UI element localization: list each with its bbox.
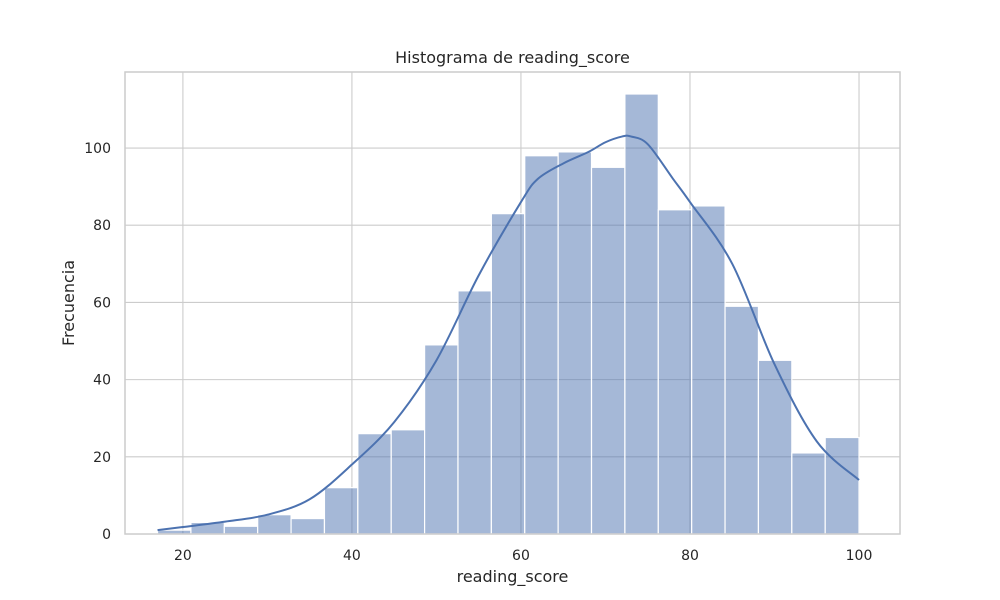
histogram-bar <box>724 305 760 535</box>
histogram-bar <box>624 93 659 535</box>
y-tick-label: 20 <box>93 450 111 466</box>
kde-curve <box>157 134 860 532</box>
histogram-bar <box>424 344 459 535</box>
histogram-bar <box>457 290 492 535</box>
x-tick-label: 20 <box>174 548 192 564</box>
plot-frame <box>124 71 901 535</box>
histogram-bar <box>490 213 526 535</box>
histogram-bar <box>824 436 860 535</box>
y-tick-label: 80 <box>93 218 111 234</box>
histogram-bar <box>357 433 392 535</box>
y-axis-label: Frecuencia <box>59 260 78 346</box>
y-tick-label: 100 <box>84 141 111 157</box>
y-tick-label: 40 <box>93 373 111 389</box>
x-axis-label: reading_score <box>457 567 569 587</box>
ticks-layer: 20 40 60 80 100 0 20 40 60 80 100 <box>84 141 872 564</box>
histogram-bar <box>524 155 559 535</box>
histogram-bar <box>757 359 793 535</box>
x-tick-label: 40 <box>343 548 361 564</box>
histogram-bar <box>390 429 426 535</box>
y-tick-label: 60 <box>93 295 111 311</box>
y-tick-label: 0 <box>102 527 111 543</box>
x-tick-label: 60 <box>512 548 530 564</box>
x-tick-label: 80 <box>681 548 699 564</box>
histogram-bar <box>223 525 259 535</box>
histogram-bar <box>691 205 726 535</box>
histogram-bar <box>557 151 593 535</box>
histogram-bar <box>657 209 693 535</box>
bars-layer <box>156 93 860 535</box>
histogram-bar <box>590 166 626 535</box>
histogram-bar <box>791 452 826 535</box>
histogram-bar <box>323 487 359 535</box>
chart-title: Histograma de reading_score <box>395 48 630 68</box>
histogram-bar <box>290 517 326 535</box>
histogram-bar <box>257 514 292 535</box>
x-tick-label: 100 <box>846 548 873 564</box>
